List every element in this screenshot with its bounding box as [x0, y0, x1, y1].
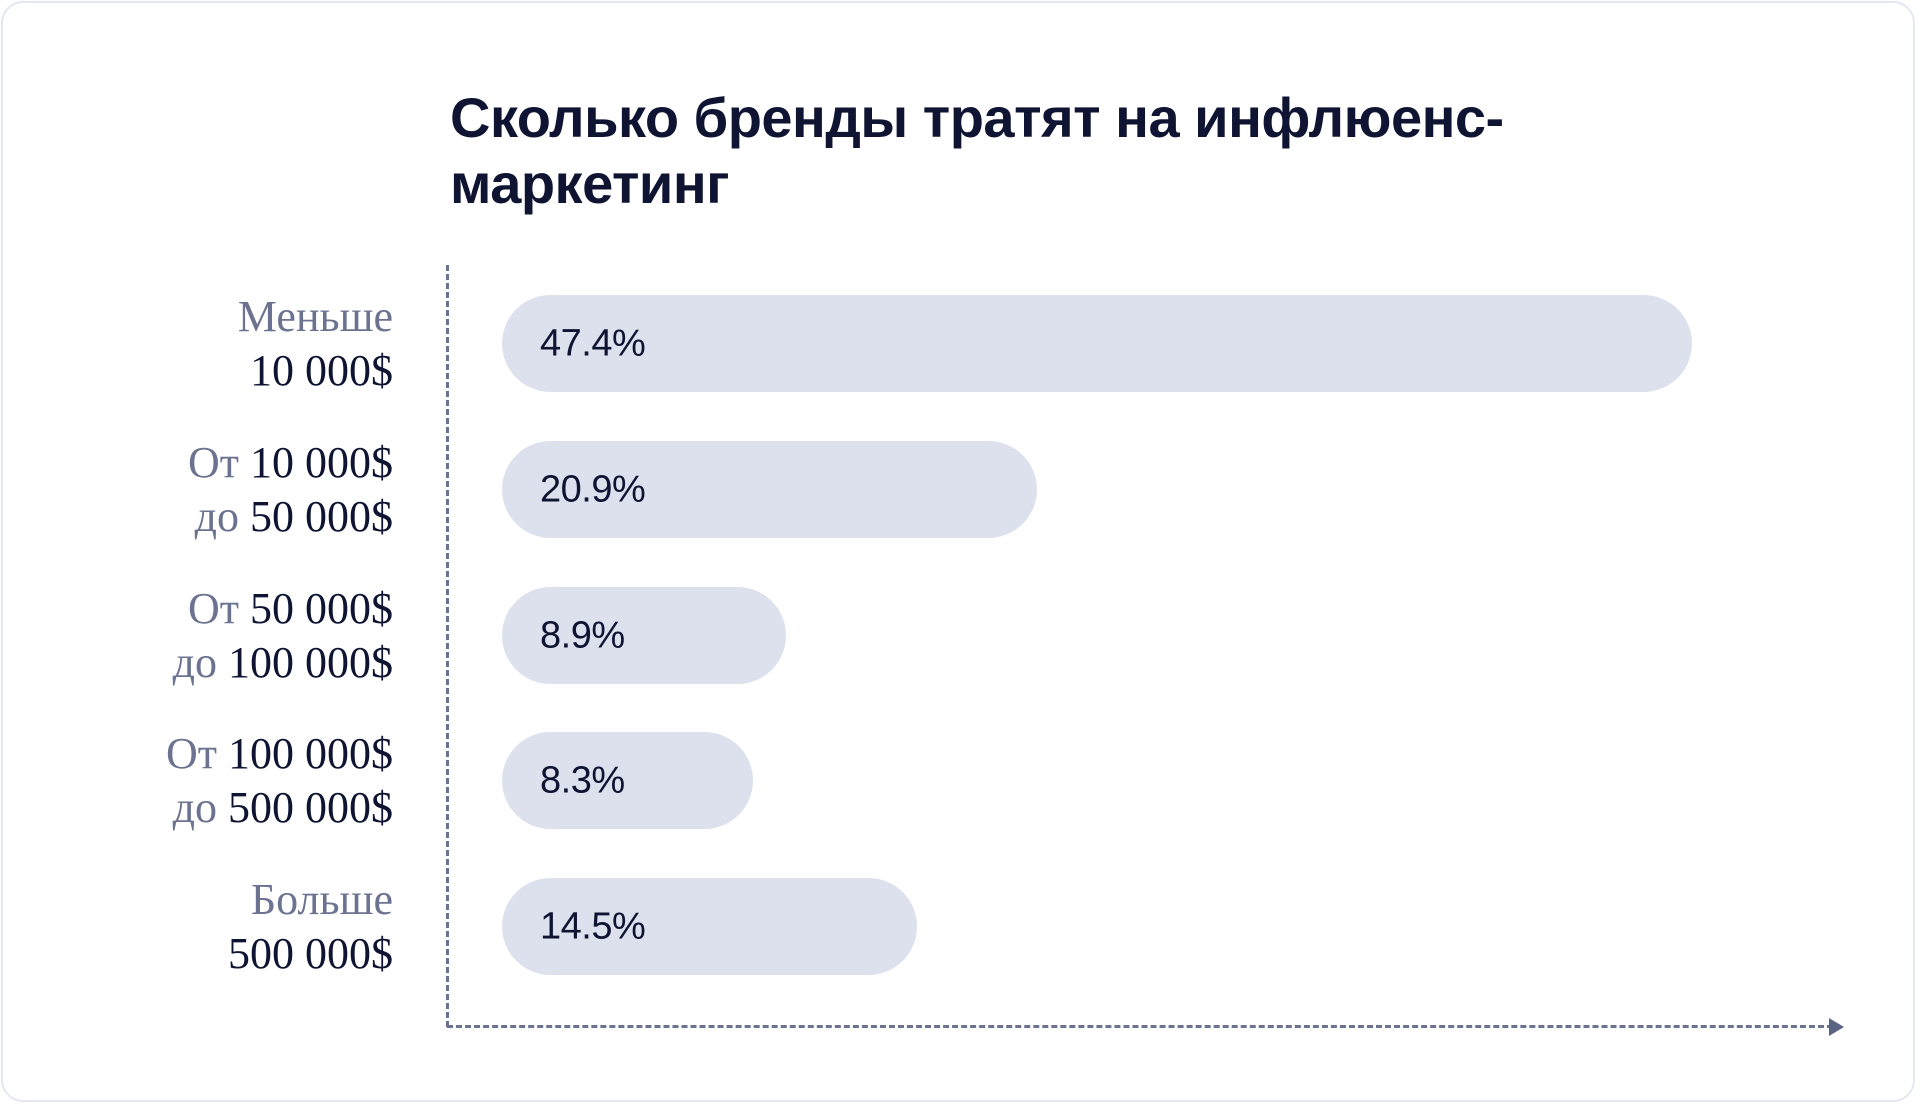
bar-value-label: 8.3% — [540, 759, 625, 801]
bar-value-label: 20.9% — [540, 468, 646, 510]
category-label: От 100 000$ до 500 000$ — [166, 727, 393, 835]
label-muted-text: до — [194, 491, 250, 541]
label-muted-text: до — [172, 637, 228, 687]
bar-row: Больше 500 000$ 14.5% — [0, 875, 1920, 978]
label-amount-text: 500 000$ — [228, 928, 393, 978]
bar-value-label: 14.5% — [540, 905, 646, 947]
x-axis-dashed-line — [447, 1025, 1833, 1028]
chart-title: Сколько бренды тратят на инфлюенс- марке… — [450, 85, 1650, 217]
bar-row: От 50 000$ до 100 000$ 8.9% — [0, 584, 1920, 687]
label-muted-text: Меньше — [237, 291, 393, 341]
label-amount-text: 100 000$ — [228, 637, 393, 687]
bar: 14.5% — [502, 878, 917, 975]
category-label: От 10 000$ до 50 000$ — [188, 436, 393, 544]
category-label: Больше 500 000$ — [228, 873, 393, 981]
label-muted-text: От — [187, 583, 250, 633]
label-muted-text: От — [187, 437, 250, 487]
label-amount-text: 500 000$ — [228, 782, 393, 832]
bar: 8.9% — [502, 587, 786, 684]
label-amount-text: 10 000$ — [250, 345, 393, 395]
label-muted-text: Больше — [250, 874, 393, 924]
category-label: От 50 000$ до 100 000$ — [173, 582, 393, 690]
label-muted-text: От — [165, 728, 228, 778]
chart-title-line-2: маркетинг — [450, 152, 729, 215]
bar-row: Меньше 10 000$ 47.4% — [0, 292, 1920, 395]
bar: 20.9% — [502, 441, 1037, 538]
bar-row: От 10 000$ до 50 000$ 20.9% — [0, 438, 1920, 541]
x-axis-arrow-icon — [1829, 1018, 1844, 1036]
bar-value-label: 8.9% — [540, 614, 625, 656]
bar: 8.3% — [502, 732, 753, 829]
bar: 47.4% — [502, 295, 1692, 392]
bar-row: От 100 000$ до 500 000$ 8.3% — [0, 729, 1920, 832]
label-amount-text: 50 000$ — [250, 491, 393, 541]
label-muted-text: до — [172, 782, 228, 832]
bar-value-label: 47.4% — [540, 322, 646, 364]
label-amount-text: 50 000$ — [250, 583, 393, 633]
category-label: Меньше 10 000$ — [238, 290, 393, 398]
chart-title-line-1: Сколько бренды тратят на инфлюенс- — [450, 86, 1504, 149]
label-amount-text: 10 000$ — [250, 437, 393, 487]
label-amount-text: 100 000$ — [228, 728, 393, 778]
y-axis-dashed-line — [446, 265, 449, 1027]
